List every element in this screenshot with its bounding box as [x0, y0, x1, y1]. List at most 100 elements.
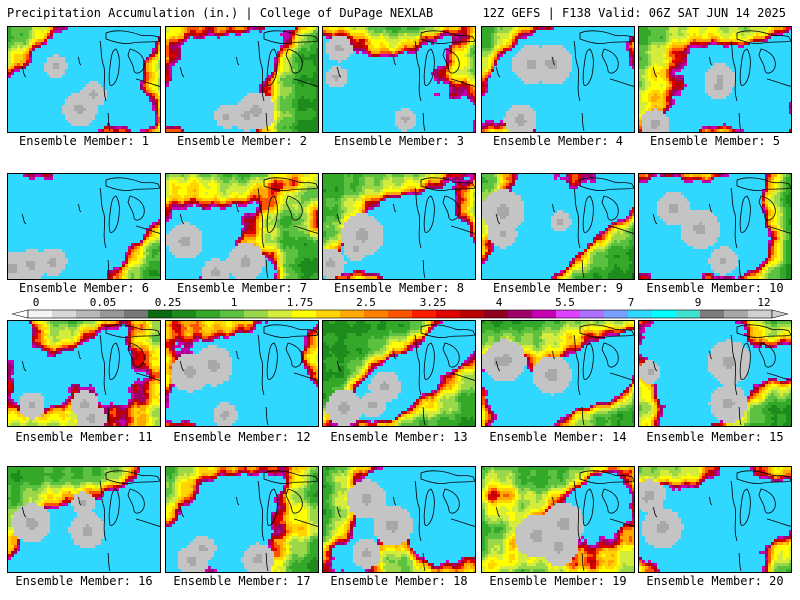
ensemble-member-map	[322, 26, 476, 133]
colorbar-tick-label: 4	[496, 296, 503, 309]
ensemble-member-label: Ensemble Member: 10	[636, 281, 794, 295]
colorbar-bin	[244, 310, 269, 318]
colorbar-tick-label: 12	[757, 296, 770, 309]
colorbar-tick-label: 0.05	[90, 296, 117, 309]
ensemble-member-label: Ensemble Member: 8	[320, 281, 478, 295]
great-lakes-outline	[336, 30, 475, 132]
ensemble-member-map	[7, 320, 161, 427]
colorbar-bin	[676, 310, 701, 318]
ensemble-member-map	[165, 466, 319, 573]
precip-field	[639, 467, 791, 572]
colorbar-bin	[340, 310, 365, 318]
great-lakes-outline	[179, 470, 318, 572]
precip-field	[8, 27, 160, 132]
colorbar-bin	[100, 310, 125, 318]
great-lakes-outline	[652, 470, 791, 572]
colorbar-bin	[76, 310, 101, 318]
colorbar-bin	[196, 310, 221, 318]
ensemble-member-map	[165, 26, 319, 133]
ensemble-member-label: Ensemble Member: 15	[636, 430, 794, 444]
ensemble-member-map	[481, 173, 635, 280]
ensemble-member-map	[638, 173, 792, 280]
ensemble-member-map	[481, 320, 635, 427]
colorbar-bin	[388, 310, 413, 318]
colorbar-bin	[700, 310, 725, 318]
great-lakes-outline	[21, 177, 160, 279]
ensemble-member-map	[7, 173, 161, 280]
ensemble-member-label: Ensemble Member: 9	[479, 281, 637, 295]
colorbar-bin	[748, 310, 773, 318]
precip-field	[323, 467, 475, 572]
ensemble-member-label: Ensemble Member: 2	[163, 134, 321, 148]
run-valid-time: 12Z GEFS | F138 Valid: 06Z SAT JUN 14 20…	[483, 6, 786, 20]
ensemble-member-label: Ensemble Member: 16	[5, 574, 163, 588]
ensemble-member-label: Ensemble Member: 12	[163, 430, 321, 444]
ensemble-member-label: Ensemble Member: 5	[636, 134, 794, 148]
ensemble-member-label: Ensemble Member: 3	[320, 134, 478, 148]
ensemble-member-label: Ensemble Member: 20	[636, 574, 794, 588]
ensemble-member-map	[481, 466, 635, 573]
ensemble-member-map	[322, 173, 476, 280]
great-lakes-outline	[336, 470, 475, 572]
colorbar-bin	[316, 310, 341, 318]
colorbar-tick-label: 1.75	[287, 296, 314, 309]
product-title: Precipitation Accumulation (in.) | Colle…	[7, 6, 433, 20]
precip-field	[323, 27, 475, 132]
colorbar-bin	[508, 310, 533, 318]
ensemble-member-map	[638, 26, 792, 133]
ensemble-member-label: Ensemble Member: 13	[320, 430, 478, 444]
colorbar-bin	[412, 310, 437, 318]
colorbar-tick-label: 3.25	[420, 296, 447, 309]
ensemble-member-map	[322, 466, 476, 573]
ensemble-member-map	[7, 26, 161, 133]
ensemble-member-label: Ensemble Member: 1	[5, 134, 163, 148]
great-lakes-outline	[495, 177, 634, 279]
header: Precipitation Accumulation (in.) | Colle…	[0, 0, 800, 24]
ensemble-member-label: Ensemble Member: 19	[479, 574, 637, 588]
precip-field	[639, 174, 791, 279]
precip-field	[323, 174, 475, 279]
colorbar-bin	[220, 310, 245, 318]
colorbar-tick-label: 7	[628, 296, 635, 309]
great-lakes-outline	[652, 324, 791, 426]
ensemble-member-label: Ensemble Member: 11	[5, 430, 163, 444]
precip-field	[166, 467, 318, 572]
precip-field	[8, 467, 160, 572]
colorbar-tick-label: 9	[695, 296, 702, 309]
colorbar-bin	[652, 310, 677, 318]
colorbar-tick-label: 1	[231, 296, 238, 309]
precip-field	[639, 321, 791, 426]
colorbar-bin	[124, 310, 149, 318]
ensemble-member-label: Ensemble Member: 4	[479, 134, 637, 148]
colorbar-bin	[532, 310, 557, 318]
colorbar-bin	[364, 310, 389, 318]
colorbar-bin	[436, 310, 461, 318]
precip-field	[639, 27, 791, 132]
colorbar-tick-label: 0.25	[155, 296, 182, 309]
precip-field	[482, 467, 634, 572]
colorbar-bin	[52, 310, 77, 318]
ensemble-member-map	[165, 173, 319, 280]
colorbar-tick-label: 0	[33, 296, 40, 309]
colorbar-bin	[580, 310, 605, 318]
colorbar-bin	[148, 310, 173, 318]
great-lakes-outline	[21, 470, 160, 572]
colorbar-bin	[28, 310, 53, 318]
ensemble-member-label: Ensemble Member: 6	[5, 281, 163, 295]
ensemble-member-map	[7, 466, 161, 573]
ensemble-member-map	[481, 26, 635, 133]
colorbar-tick-label: 5.5	[555, 296, 575, 309]
colorbar-bin	[172, 310, 197, 318]
great-lakes-outline	[652, 177, 791, 279]
colorbar-bin	[484, 310, 509, 318]
precip-field	[8, 174, 160, 279]
precip-field	[8, 321, 160, 426]
precip-field	[166, 321, 318, 426]
ensemble-member-label: Ensemble Member: 14	[479, 430, 637, 444]
great-lakes-outline	[21, 324, 160, 426]
precip-field	[482, 321, 634, 426]
great-lakes-outline	[652, 30, 791, 132]
ensemble-member-label: Ensemble Member: 7	[163, 281, 321, 295]
great-lakes-outline	[336, 177, 475, 279]
colorbar-bin	[724, 310, 749, 318]
